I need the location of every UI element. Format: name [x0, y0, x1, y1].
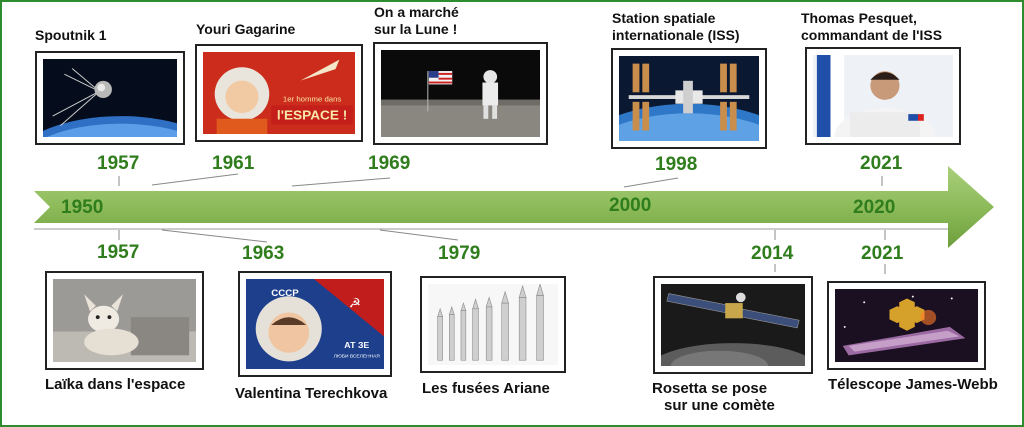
event-label-rosetta-line1: Rosetta se pose: [652, 380, 768, 397]
tereshkova-poster-slogan: АТ ЗЕ: [344, 340, 369, 350]
tereshkova-poster-image: CCCP АТ ЗЕ ЛЮБИ ВСЕЛЕННАЯ ☭: [246, 279, 384, 369]
event-label-iss-line2: internationale (ISS): [612, 27, 740, 43]
event-label-moon-line1: On a marché: [374, 4, 459, 20]
event-year-sputnik: 1957: [97, 153, 140, 174]
event-year-gagarine: 1961: [212, 153, 255, 174]
event-image-tereshkova: CCCP АТ ЗЕ ЛЮБИ ВСЕЛЕННАЯ ☭: [238, 271, 392, 377]
event-year-iss: 1998: [655, 154, 698, 175]
tereshkova-poster-cccp: CCCP: [271, 288, 299, 299]
event-image-gagarine: 1er homme dans l'ESPACE !: [195, 44, 363, 142]
rosetta-probe-image: [661, 284, 805, 366]
event-label-ariane: Les fusées Ariane: [422, 380, 550, 397]
event-label-moon-line2: sur la Lune !: [374, 21, 458, 37]
axis-tick-2020: 2020: [853, 197, 896, 218]
event-year-tereshkova: 1963: [242, 243, 285, 264]
ariane-rockets-image: [428, 284, 558, 365]
gagarin-poster-image: 1er homme dans l'ESPACE !: [203, 52, 355, 134]
event-label-rosetta: Rosetta se pose sur une comète: [652, 380, 775, 414]
event-image-laika: [45, 271, 204, 370]
event-image-rosetta: [653, 276, 813, 374]
axis-tick-2000: 2000: [609, 195, 652, 216]
event-label-iss: Station spatiale internationale (ISS): [612, 10, 740, 44]
james-webb-telescope-image: [835, 289, 978, 362]
event-image-ariane: [420, 276, 566, 373]
event-label-sputnik: Spoutnik 1: [35, 27, 107, 43]
event-image-iss: [611, 48, 767, 149]
event-label-gagarine: Youri Gagarine: [196, 21, 296, 37]
laika-dog-image: [53, 279, 196, 362]
event-year-laika: 1957: [97, 242, 140, 263]
gagarin-poster-title: l'ESPACE !: [277, 108, 347, 123]
event-label-laika: Laïka dans l'espace: [45, 376, 186, 393]
event-image-pesquet: [805, 47, 961, 145]
event-image-sputnik: [35, 51, 185, 145]
tereshkova-poster-subtext: ЛЮБИ ВСЕЛЕННАЯ: [334, 354, 381, 360]
gagarin-poster-caption: 1er homme dans: [283, 95, 342, 104]
pesquet-portrait-image: [813, 55, 953, 137]
event-image-jwst: [827, 281, 986, 370]
sputnik-satellite-image: [43, 59, 177, 137]
event-year-moon: 1969: [368, 153, 411, 174]
event-year-jwst: 2021: [861, 243, 904, 264]
event-label-pesquet-line2: commandant de l'ISS: [801, 27, 943, 43]
moon-landing-image: [381, 50, 540, 137]
event-label-pesquet: Thomas Pesquet, commandant de l'ISS: [801, 10, 942, 44]
event-label-rosetta-line2: sur une comète: [664, 397, 775, 414]
event-image-moon: [373, 42, 548, 145]
event-label-tereshkova: Valentina Terechkova: [235, 385, 388, 402]
event-year-pesquet: 2021: [860, 153, 903, 174]
axis-tick-1950: 1950: [61, 197, 104, 218]
event-label-pesquet-line1: Thomas Pesquet,: [801, 10, 917, 26]
svg-text:☭: ☭: [349, 296, 361, 312]
iss-station-image: [619, 56, 759, 141]
event-label-moon: On a marché sur la Lune !: [374, 4, 459, 38]
event-label-iss-line1: Station spatiale: [612, 10, 716, 26]
event-label-jwst: Télescope James-Webb: [828, 376, 998, 393]
event-year-ariane: 1979: [438, 243, 481, 264]
event-year-rosetta: 2014: [751, 243, 794, 264]
